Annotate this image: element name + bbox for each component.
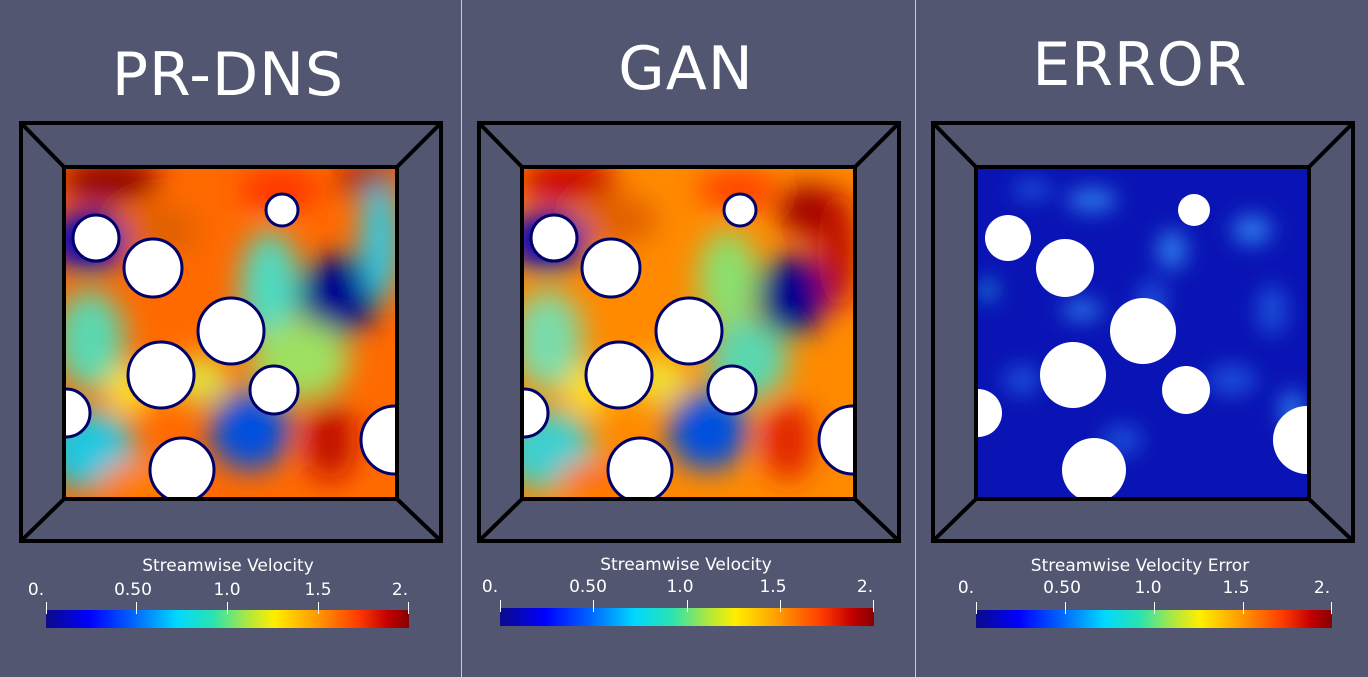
panel-divider bbox=[461, 0, 462, 677]
colorbar-tick bbox=[1154, 602, 1155, 614]
colorbar-tick bbox=[408, 602, 409, 614]
velocity-field-view[interactable] bbox=[0, 110, 456, 550]
colorbar-tick-label: 0. bbox=[27, 580, 45, 600]
colorbar-tick bbox=[46, 602, 47, 614]
colorbar-tick-label: 2. bbox=[1313, 578, 1331, 598]
colorbar-title: Streamwise Velocity bbox=[142, 556, 314, 576]
colorbar-tick-label: 1.5 bbox=[1222, 578, 1250, 598]
colorbar-tick bbox=[1243, 602, 1244, 614]
panel-gan: GAN bbox=[458, 0, 914, 677]
velocity-field-view[interactable] bbox=[458, 110, 914, 550]
colorbar-tick bbox=[500, 600, 501, 612]
colorbar-tick bbox=[1065, 602, 1066, 614]
panel-title: PR-DNS bbox=[111, 40, 345, 110]
colorbar-tick bbox=[227, 602, 228, 614]
colorbar-tick-label: 1.5 bbox=[304, 580, 332, 600]
colorbar-tick bbox=[1331, 602, 1332, 614]
panel-title: ERROR bbox=[1032, 30, 1248, 100]
colorbar-title: Streamwise Velocity Error bbox=[1030, 556, 1250, 576]
error-field-view[interactable] bbox=[912, 110, 1368, 550]
colorbar bbox=[46, 610, 409, 628]
colorbar bbox=[976, 610, 1332, 628]
colorbar-tick-label: 2. bbox=[856, 577, 874, 597]
panel-pr-dns: PR-DNS bbox=[0, 0, 456, 677]
panel-divider bbox=[915, 0, 916, 677]
colorbar-tick bbox=[136, 602, 137, 614]
colorbar-tick-label: 0. bbox=[481, 577, 499, 597]
colorbar-tick bbox=[780, 600, 781, 612]
panel-title: GAN bbox=[618, 34, 754, 104]
colorbar-tick-label: 2. bbox=[391, 580, 409, 600]
colorbar-tick bbox=[687, 600, 688, 612]
colorbar bbox=[500, 608, 874, 626]
colorbar-tick-label: 0.50 bbox=[569, 577, 607, 597]
colorbar-tick-label: 0.50 bbox=[1043, 578, 1081, 598]
panel-error: ERROR bbox=[912, 0, 1368, 677]
colorbar-tick bbox=[873, 600, 874, 612]
colorbar-tick-label: 0.50 bbox=[114, 580, 152, 600]
colorbar-tick-label: 1.0 bbox=[666, 577, 694, 597]
colorbar-tick-label: 0. bbox=[957, 578, 975, 598]
colorbar-tick-label: 1.0 bbox=[213, 580, 241, 600]
colorbar-tick-label: 1.5 bbox=[759, 577, 787, 597]
colorbar-title: Streamwise Velocity bbox=[600, 555, 772, 575]
colorbar-tick bbox=[593, 600, 594, 612]
colorbar-tick bbox=[976, 602, 977, 614]
colorbar-tick-label: 1.0 bbox=[1134, 578, 1162, 598]
colorbar-tick bbox=[318, 602, 319, 614]
